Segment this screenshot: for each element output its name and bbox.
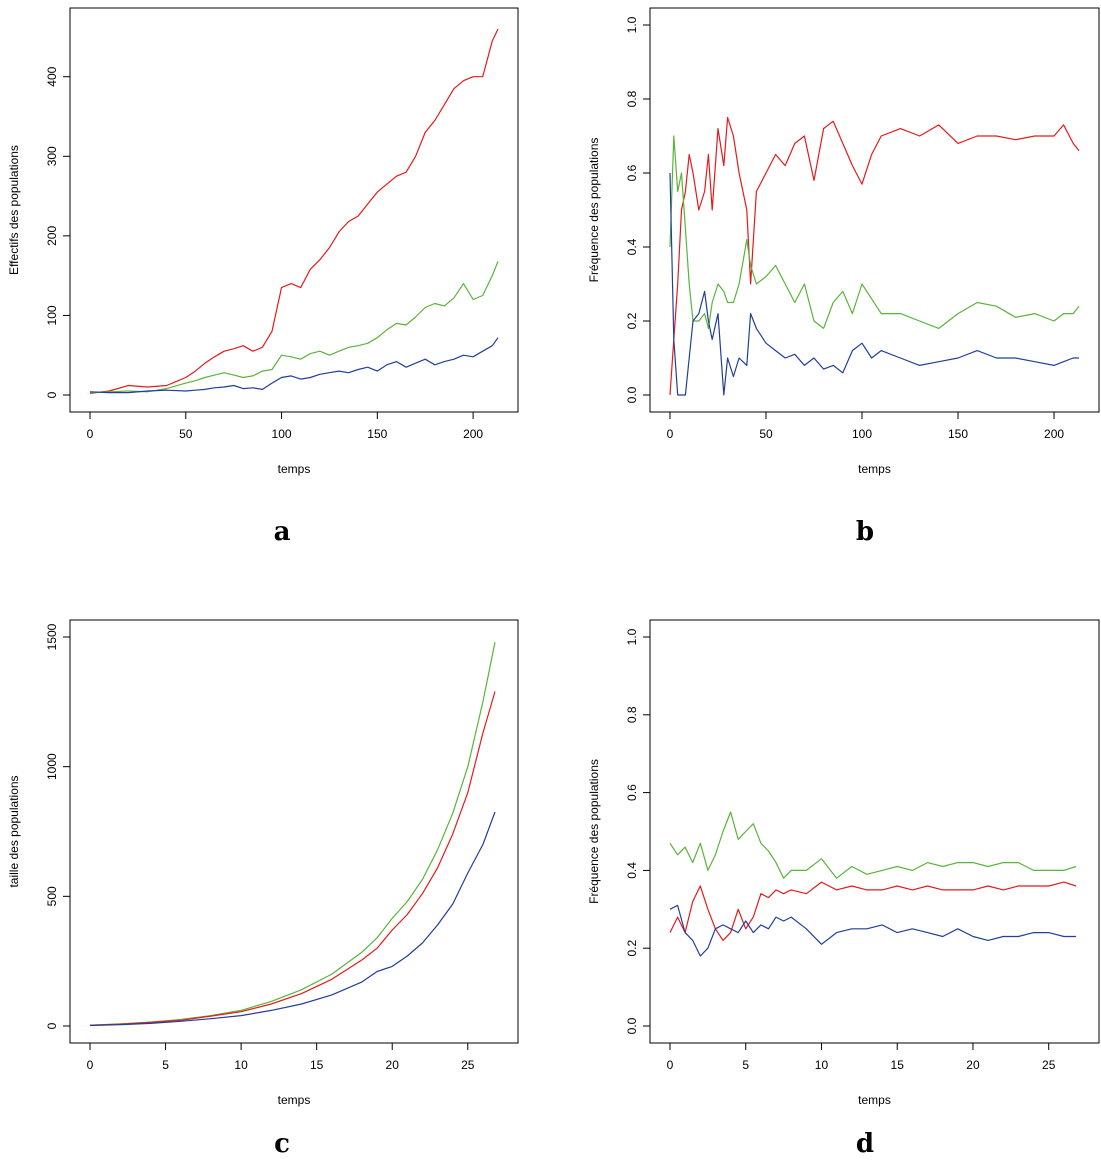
y-tick-label: 0.4 (625, 862, 639, 879)
x-tick-label: 0 (667, 1058, 674, 1072)
series-line-2 (89, 811, 496, 1027)
series-line-0 (89, 642, 496, 1026)
y-tick-label: 300 (45, 146, 59, 166)
x-tick-label: 15 (310, 1058, 324, 1072)
x-tick-label: 150 (367, 427, 387, 441)
x-tick-label: 25 (1042, 1058, 1056, 1072)
series-line-2 (89, 337, 499, 394)
x-tick-label: 0 (87, 1058, 94, 1072)
y-tick-label: 0.0 (625, 386, 639, 403)
series-line-0 (669, 116, 1080, 396)
y-tick-label: 0 (45, 1022, 59, 1029)
x-tick-label: 200 (1044, 427, 1064, 441)
panel-letter: a (274, 517, 291, 547)
x-tick-label: 5 (162, 1058, 169, 1072)
series-line-2 (669, 172, 1079, 396)
y-axis-label: Fréquence des populations (587, 759, 601, 904)
x-tick-label: 0 (667, 427, 674, 441)
panel-letter: b (856, 517, 874, 547)
x-tick-label: 10 (815, 1058, 829, 1072)
panel-c: 0 5 10 15 20 25 0 500 1000 1500 temps taille des po… (7, 619, 519, 1159)
x-tick-label: 200 (463, 427, 483, 441)
y-tick-label: 1500 (45, 623, 59, 650)
x-tick-label: 0 (87, 427, 94, 441)
y-tick-label: 100 (45, 305, 59, 325)
x-tick-label: 50 (759, 427, 773, 441)
panel-letter: d (856, 1129, 874, 1159)
series-line-1 (89, 261, 499, 394)
y-tick-label: 1000 (45, 753, 59, 780)
x-tick-label: 15 (891, 1058, 905, 1072)
panel-d: 0 5 10 15 20 25 0.0 0.2 0.4 0.6 0.8 1.0 temps Fréquen… (587, 619, 1100, 1159)
x-tick-label: 100 (272, 427, 292, 441)
plot-frame (649, 619, 1100, 1044)
plot-frame (69, 619, 519, 1044)
panel-letter: c (274, 1129, 290, 1159)
series-line-1 (669, 881, 1077, 942)
y-tick-label: 0.2 (625, 312, 639, 329)
series-line-0 (669, 811, 1077, 879)
y-tick-label: 0 (45, 391, 59, 398)
x-tick-label: 10 (234, 1058, 248, 1072)
x-tick-label: 50 (179, 427, 193, 441)
panel-a: 0 50 100 150 200 0 100 200 300 400 temps Effectifs … (7, 7, 519, 547)
x-axis-label: temps (278, 462, 311, 476)
series-line-0 (89, 28, 499, 394)
panel-b: 0 50 100 150 200 0.0 0.2 0.4 0.6 0.8 1.0 temps Fréqu… (587, 7, 1100, 547)
x-axis-label: temps (278, 1093, 311, 1107)
series-line-1 (89, 691, 496, 1026)
x-tick-label: 150 (948, 427, 968, 441)
y-axis-label: taille des populations (7, 775, 21, 887)
x-axis-label: temps (858, 1093, 891, 1107)
y-tick-label: 200 (45, 226, 59, 246)
x-tick-label: 20 (386, 1058, 400, 1072)
y-tick-label: 0.6 (625, 784, 639, 801)
y-tick-label: 0.6 (625, 164, 639, 181)
y-tick-label: 400 (45, 66, 59, 86)
y-tick-label: 0.2 (625, 940, 639, 957)
y-tick-label: 0.8 (625, 706, 639, 723)
y-tick-label: 0.8 (625, 90, 639, 107)
series-line-2 (669, 904, 1076, 957)
x-tick-label: 25 (461, 1058, 475, 1072)
series-line-1 (669, 135, 1080, 329)
x-tick-label: 5 (742, 1058, 749, 1072)
x-tick-label: 20 (966, 1058, 980, 1072)
y-tick-label: 0.4 (625, 238, 639, 255)
y-axis-label: Fréquence des populations (587, 138, 601, 283)
y-tick-label: 1.0 (625, 628, 639, 645)
plot-frame (69, 7, 519, 413)
y-tick-label: 1.0 (625, 16, 639, 33)
plot-frame (649, 7, 1100, 413)
x-tick-label: 100 (852, 427, 872, 441)
y-tick-label: 500 (45, 886, 59, 906)
y-tick-label: 0.0 (625, 1017, 639, 1034)
y-axis-label: Effectifs des populations (7, 145, 21, 275)
x-axis-label: temps (858, 462, 891, 476)
